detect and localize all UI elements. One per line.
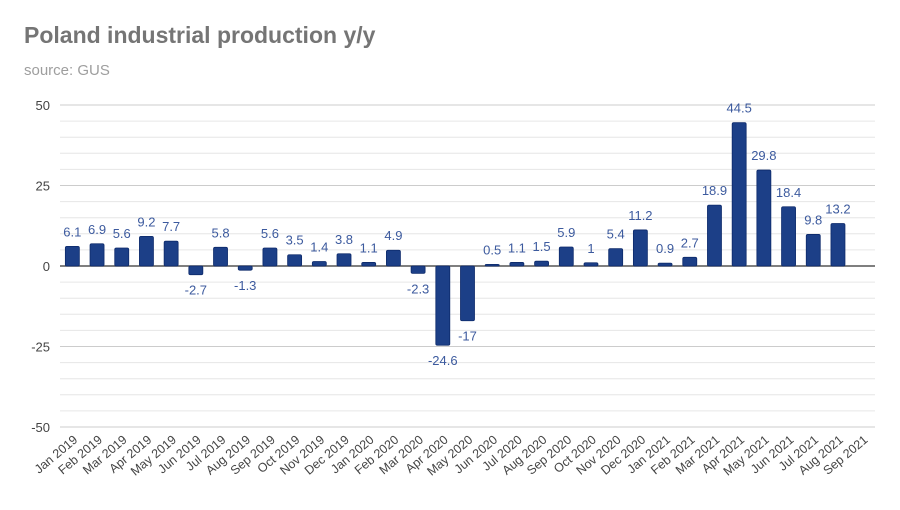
bar [213, 246, 228, 267]
bar [731, 122, 747, 267]
bar [583, 262, 599, 267]
y-tick-label: 50 [36, 98, 50, 113]
bar [89, 243, 105, 267]
data-label: 1.4 [310, 239, 328, 254]
data-label: 9.2 [137, 214, 155, 229]
bar [139, 235, 154, 267]
data-label: 5.6 [261, 226, 279, 241]
data-label: 5.9 [557, 225, 575, 240]
data-label: 3.8 [335, 232, 353, 247]
data-label: 5.8 [211, 225, 229, 240]
chart-subtitle: source: GUS [24, 62, 110, 79]
data-label: 6.9 [88, 222, 106, 237]
data-label: 1 [587, 241, 594, 256]
data-label: 5.4 [607, 227, 625, 242]
data-label: -1.3 [234, 278, 256, 293]
data-label: -2.3 [407, 281, 429, 296]
data-label: 5.6 [113, 226, 131, 241]
data-label: -17 [458, 329, 477, 344]
data-label: 9.8 [804, 212, 822, 227]
bar [534, 260, 549, 267]
bar [435, 265, 451, 346]
bar [410, 265, 426, 274]
bar [163, 240, 179, 267]
bar [64, 245, 80, 267]
bar [188, 265, 204, 276]
data-label: 18.9 [702, 183, 727, 198]
bar [608, 248, 624, 267]
data-label: 1.1 [360, 240, 378, 255]
data-label: 1.1 [508, 240, 526, 255]
bar [386, 249, 401, 267]
data-label: 2.7 [681, 235, 699, 250]
chart-title: Poland industrial production y/y [24, 22, 376, 48]
data-label: 0.5 [483, 242, 501, 257]
bar [781, 206, 796, 267]
bar [707, 204, 722, 267]
y-tick-label: 25 [36, 179, 50, 194]
data-label: 7.7 [162, 219, 180, 234]
data-label: 11.2 [628, 208, 652, 223]
bar [237, 265, 253, 271]
bar [484, 263, 500, 267]
bar [460, 265, 475, 322]
bar [756, 169, 772, 267]
data-label: 0.9 [656, 241, 674, 256]
bar [114, 247, 130, 267]
bar [632, 229, 648, 267]
data-label: 4.9 [384, 228, 402, 243]
bar [682, 256, 698, 267]
data-label: 29.8 [751, 148, 776, 163]
data-label: -2.7 [185, 283, 207, 298]
bar [361, 262, 377, 267]
data-label: 3.5 [286, 233, 304, 248]
data-label: 18.4 [776, 185, 801, 200]
data-label: 1.5 [533, 239, 551, 254]
bar [311, 261, 327, 267]
bar [830, 223, 846, 267]
data-label: 6.1 [63, 224, 81, 239]
bar [509, 262, 525, 267]
bar [262, 247, 278, 267]
bar [287, 254, 303, 267]
y-tick-label: 0 [43, 259, 50, 274]
y-tick-label: -50 [31, 420, 50, 435]
bar [657, 262, 673, 267]
bar [805, 234, 821, 267]
bar [336, 253, 352, 267]
bar [558, 246, 574, 267]
y-tick-label: -25 [31, 340, 50, 355]
data-label: 13.2 [825, 201, 850, 216]
data-label: -24.6 [428, 353, 458, 368]
data-label: 44.5 [727, 101, 752, 116]
